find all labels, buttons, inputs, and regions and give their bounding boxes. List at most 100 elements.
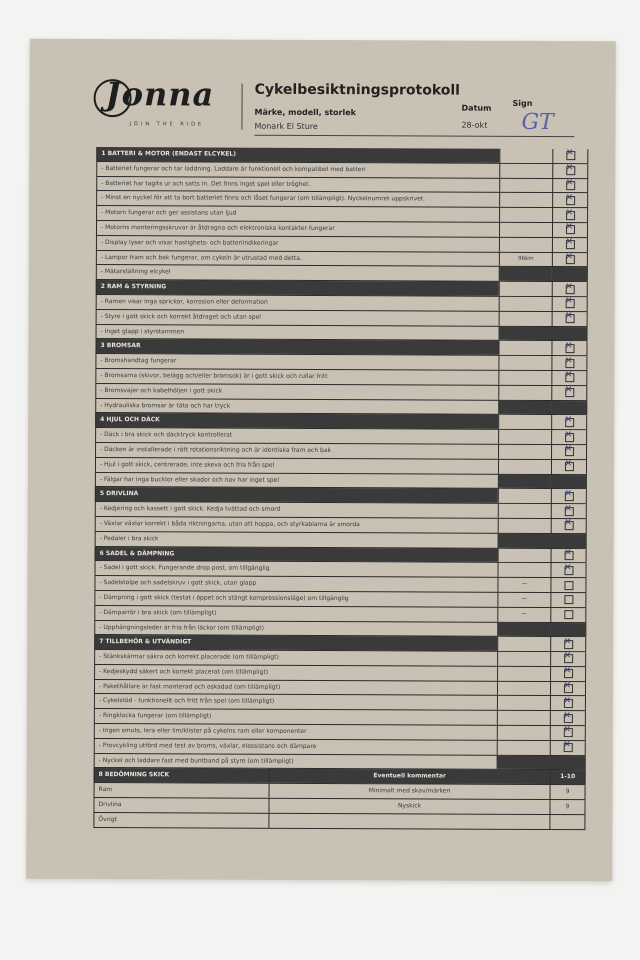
note-cell[interactable] — [498, 429, 552, 444]
item-label: - Motorns monteringsskruvar är åtdragna … — [95, 221, 500, 237]
note-cell[interactable] — [497, 666, 551, 681]
note-cell[interactable] — [499, 207, 553, 222]
item-label: - Cykelstöd - funktionellt och fritt frå… — [93, 694, 497, 711]
checkbox[interactable] — [565, 255, 575, 265]
checkbox[interactable] — [563, 698, 573, 708]
checkbox[interactable] — [563, 743, 573, 753]
checkbox[interactable] — [563, 580, 573, 590]
checkbox[interactable] — [565, 151, 575, 161]
check-cell — [552, 193, 589, 208]
item-label: - Kedjeskydd säkert och korrekt placerat… — [94, 664, 498, 681]
logo-tagline: JOIN THE RIDE — [129, 121, 205, 128]
note-cell[interactable] — [499, 148, 553, 163]
note-cell[interactable] — [498, 326, 552, 341]
checkbox[interactable] — [565, 225, 575, 235]
comment-field[interactable]: Nyskick — [268, 798, 550, 814]
checkbox[interactable] — [565, 181, 575, 191]
note-cell[interactable] — [498, 311, 552, 326]
signature: GT — [521, 109, 554, 136]
checkbox[interactable] — [563, 654, 573, 664]
note-cell[interactable]: — — [497, 577, 551, 592]
note-cell[interactable] — [498, 444, 552, 459]
note-cell[interactable] — [498, 237, 552, 252]
note-cell[interactable] — [497, 533, 551, 548]
comment-field[interactable]: Minimalt med skav/märken — [268, 784, 550, 800]
note-cell[interactable] — [498, 281, 552, 296]
checkbox[interactable] — [563, 610, 573, 620]
checkbox[interactable] — [564, 491, 574, 501]
date-value: 28-okt — [461, 120, 488, 130]
note-cell[interactable] — [498, 385, 552, 400]
note-cell[interactable] — [498, 355, 552, 370]
checkbox[interactable] — [564, 358, 574, 368]
checkbox[interactable] — [563, 728, 573, 738]
note-cell[interactable] — [496, 725, 550, 740]
comment-field[interactable] — [268, 813, 550, 829]
checkbox[interactable] — [565, 284, 575, 294]
item-label: - Sadelstolpe och sadelskruv i gott skic… — [94, 576, 498, 592]
note-cell[interactable] — [497, 474, 551, 489]
note-cell[interactable]: — — [497, 592, 551, 607]
note-cell[interactable] — [497, 459, 552, 474]
note-cell[interactable] — [496, 755, 550, 770]
check-cell — [551, 415, 588, 430]
section-title: 4 HJUL OCH DÄCK — [95, 413, 499, 429]
item-label: - Ingen smuts, lera eller lim/klister på… — [93, 724, 497, 740]
check-cell — [551, 296, 588, 311]
note-cell[interactable] — [497, 503, 551, 518]
checkbox[interactable] — [564, 550, 574, 561]
checkbox[interactable] — [564, 521, 574, 531]
checkbox[interactable] — [564, 506, 574, 516]
note-cell[interactable] — [499, 193, 553, 208]
checkbox[interactable] — [564, 565, 574, 575]
note-cell[interactable] — [499, 163, 553, 178]
score-field[interactable]: 9 — [549, 800, 586, 815]
checkbox[interactable] — [565, 210, 575, 220]
checkbox[interactable] — [563, 684, 573, 694]
checkbox[interactable] — [563, 639, 573, 649]
note-cell[interactable] — [498, 296, 552, 311]
note-cell[interactable] — [496, 696, 550, 711]
assessment-row: Övrigt — [93, 812, 586, 830]
section-title: 3 BROMSAR — [95, 339, 499, 355]
note-cell[interactable]: 96km — [498, 252, 552, 267]
note-cell[interactable] — [498, 400, 552, 415]
note-cell[interactable] — [496, 740, 550, 755]
note-cell[interactable] — [498, 267, 552, 282]
note-cell[interactable] — [498, 222, 553, 237]
section-title: 7 TILLBEHÖR & UTVÄNDIGT — [94, 635, 498, 651]
note-cell[interactable] — [496, 681, 551, 696]
note-cell[interactable] — [498, 415, 552, 430]
note-cell[interactable] — [497, 563, 551, 578]
checkbox[interactable] — [565, 240, 575, 250]
checkbox[interactable] — [564, 373, 574, 383]
note-cell[interactable] — [496, 711, 550, 726]
checkbox[interactable] — [565, 314, 575, 324]
note-cell[interactable] — [497, 489, 551, 504]
score-field[interactable] — [549, 814, 586, 829]
note-cell[interactable] — [497, 651, 551, 666]
checkbox[interactable] — [563, 713, 573, 723]
note-cell[interactable]: — — [497, 607, 551, 622]
checkbox[interactable] — [564, 432, 574, 442]
checkbox[interactable] — [564, 343, 575, 353]
checkbox[interactable] — [564, 462, 574, 472]
note-cell[interactable] — [498, 370, 552, 385]
note-cell[interactable] — [497, 518, 551, 533]
note-cell[interactable] — [498, 341, 552, 356]
checkbox[interactable] — [564, 388, 574, 398]
checkbox[interactable] — [563, 669, 573, 679]
note-cell[interactable] — [497, 637, 551, 652]
checkbox[interactable] — [564, 417, 574, 427]
jonna-logo: Jonna JOIN THE RIDE — [93, 75, 233, 134]
note-cell[interactable] — [497, 548, 551, 563]
score-field[interactable]: 9 — [549, 785, 586, 800]
checkbox[interactable] — [564, 447, 574, 457]
checkbox[interactable] — [565, 195, 575, 205]
item-label: - Dämpning i gott skick (testat i öppet … — [94, 590, 498, 607]
checkbox[interactable] — [563, 595, 573, 605]
checkbox[interactable] — [565, 299, 575, 309]
note-cell[interactable] — [497, 622, 551, 637]
checkbox[interactable] — [565, 166, 575, 176]
note-cell[interactable] — [499, 178, 553, 193]
